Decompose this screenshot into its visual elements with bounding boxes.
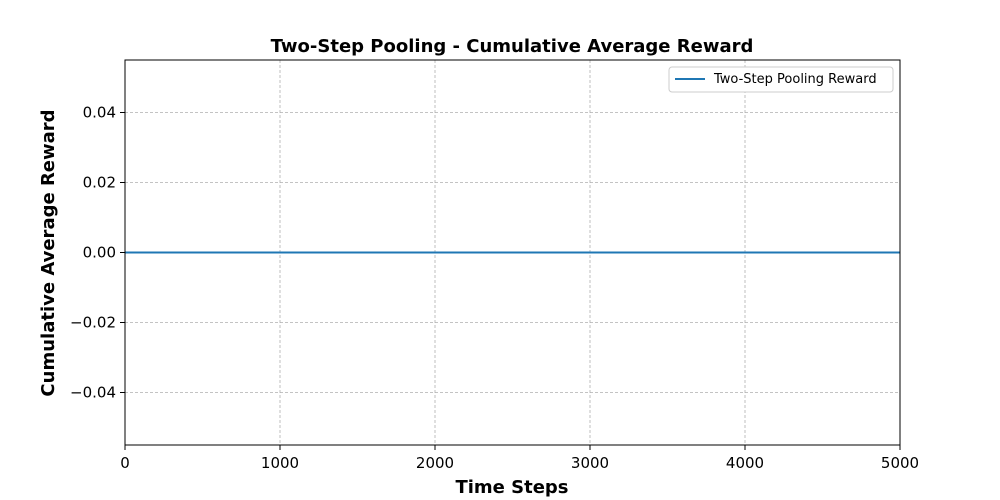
y-tick-label: 0.02 — [83, 174, 116, 192]
y-axis-label: Cumulative Average Reward — [38, 109, 59, 396]
legend: Two-Step Pooling Reward — [668, 66, 894, 93]
legend-label: Two-Step Pooling Reward — [713, 72, 877, 87]
y-axis: −0.04 −0.02 0.00 0.02 0.04 — [70, 104, 125, 402]
x-tick-label: 1000 — [261, 454, 299, 472]
x-axis-label: Time Steps — [455, 477, 568, 498]
chart-title: Two-Step Pooling - Cumulative Average Re… — [271, 36, 754, 57]
legend-box — [668, 66, 894, 93]
x-tick-label: 4000 — [726, 454, 764, 472]
y-tick-label: 0.04 — [83, 104, 116, 122]
x-tick-label: 2000 — [416, 454, 454, 472]
x-tick-label: 3000 — [571, 454, 609, 472]
y-tick-label: 0.00 — [83, 244, 116, 262]
y-tick-label: −0.02 — [70, 314, 116, 332]
x-tick-label: 0 — [120, 454, 130, 472]
y-tick-label: −0.04 — [70, 384, 116, 402]
x-tick-label: 5000 — [881, 454, 919, 472]
x-axis: 0 1000 2000 3000 4000 5000 — [120, 445, 919, 472]
